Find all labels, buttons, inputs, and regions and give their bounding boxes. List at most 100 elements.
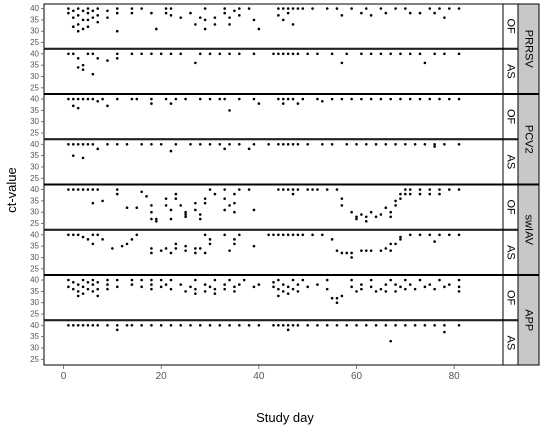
data-point bbox=[457, 278, 461, 282]
data-point bbox=[150, 210, 153, 214]
data-point bbox=[311, 7, 314, 10]
y-tick-label: 35 bbox=[30, 287, 39, 296]
data-point bbox=[433, 240, 436, 243]
data-point bbox=[184, 244, 187, 248]
data-point bbox=[291, 7, 295, 10]
data-point bbox=[115, 192, 119, 196]
data-point bbox=[189, 285, 192, 289]
data-point bbox=[96, 188, 100, 191]
data-point bbox=[447, 97, 451, 101]
data-point bbox=[223, 188, 226, 191]
data-point bbox=[257, 102, 261, 105]
x-tick-label: 80 bbox=[449, 371, 461, 382]
data-point bbox=[150, 247, 153, 250]
data-point bbox=[301, 7, 305, 10]
data-point bbox=[238, 142, 241, 146]
data-point bbox=[286, 52, 290, 56]
data-point bbox=[106, 9, 109, 13]
data-point bbox=[135, 97, 139, 101]
data-point bbox=[81, 292, 85, 295]
data-point bbox=[91, 242, 95, 246]
data-point bbox=[233, 290, 236, 293]
data-point bbox=[198, 16, 202, 19]
data-point bbox=[277, 287, 280, 291]
data-point bbox=[86, 18, 90, 22]
data-point bbox=[115, 11, 119, 15]
data-point bbox=[296, 290, 300, 293]
data-point bbox=[418, 192, 422, 196]
data-point bbox=[120, 244, 124, 248]
data-point bbox=[252, 18, 256, 22]
data-point bbox=[423, 285, 427, 289]
data-point bbox=[81, 142, 85, 146]
y-tick-label: 30 bbox=[30, 117, 39, 126]
data-point bbox=[140, 190, 143, 194]
data-point bbox=[174, 197, 178, 200]
data-point bbox=[140, 278, 143, 282]
data-point bbox=[67, 188, 70, 191]
data-point bbox=[281, 18, 285, 22]
data-point bbox=[184, 290, 187, 293]
data-point bbox=[389, 249, 392, 252]
data-point bbox=[413, 142, 417, 146]
data-point bbox=[203, 197, 207, 200]
data-point bbox=[203, 27, 207, 31]
data-point bbox=[106, 283, 109, 286]
data-point bbox=[296, 142, 300, 146]
data-point bbox=[218, 52, 222, 56]
data-point bbox=[340, 197, 344, 200]
data-point bbox=[291, 142, 295, 146]
data-point bbox=[360, 213, 363, 216]
data-point bbox=[174, 192, 178, 196]
sample-strip-label: AS bbox=[505, 64, 517, 79]
data-point bbox=[369, 278, 373, 282]
data-point bbox=[150, 283, 153, 286]
y-tick-label: 35 bbox=[30, 15, 39, 24]
data-point bbox=[379, 52, 383, 56]
y-tick-label: 35 bbox=[30, 106, 39, 115]
data-point bbox=[81, 188, 85, 191]
axes-layer: 25 30 35 40 25 30 35 40 25 30 35 40 25 30 35 40 25 30 35 40… bbox=[30, 4, 460, 382]
data-point bbox=[91, 142, 95, 146]
data-point bbox=[423, 142, 427, 146]
data-point bbox=[301, 97, 305, 101]
data-point bbox=[115, 142, 119, 146]
data-point bbox=[389, 278, 392, 282]
data-point bbox=[418, 233, 422, 237]
data-point bbox=[228, 52, 231, 56]
data-point bbox=[164, 204, 168, 207]
data-point bbox=[174, 247, 178, 250]
data-point bbox=[316, 52, 319, 56]
data-point bbox=[96, 281, 100, 284]
data-point bbox=[360, 249, 363, 252]
data-point bbox=[150, 97, 153, 101]
data-point bbox=[76, 14, 80, 17]
data-point bbox=[252, 142, 256, 146]
data-point bbox=[96, 147, 100, 151]
data-point bbox=[408, 97, 412, 101]
data-point bbox=[418, 97, 422, 101]
data-point bbox=[267, 142, 270, 146]
data-point bbox=[179, 323, 183, 327]
data-point bbox=[277, 294, 280, 298]
data-point bbox=[281, 52, 285, 56]
data-point bbox=[272, 285, 275, 289]
data-point bbox=[67, 285, 70, 289]
panel-frame bbox=[43, 139, 504, 185]
data-point bbox=[447, 188, 451, 191]
data-point bbox=[433, 142, 436, 146]
data-point bbox=[150, 287, 153, 291]
data-point bbox=[106, 287, 109, 291]
data-point bbox=[203, 251, 207, 255]
sample-strip-label: OF bbox=[505, 18, 517, 34]
data-point bbox=[350, 256, 353, 259]
data-point bbox=[267, 233, 270, 237]
data-point bbox=[325, 188, 329, 191]
data-point bbox=[96, 57, 100, 60]
data-point bbox=[164, 283, 168, 286]
data-point bbox=[233, 9, 236, 13]
data-point bbox=[169, 251, 173, 255]
data-point bbox=[115, 323, 119, 327]
data-point bbox=[399, 97, 402, 101]
data-point bbox=[277, 52, 280, 56]
